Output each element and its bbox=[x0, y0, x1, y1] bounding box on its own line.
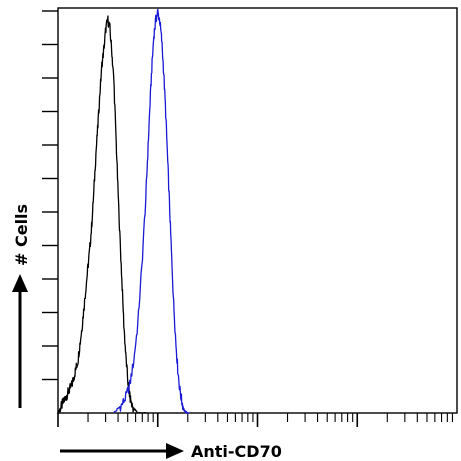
series-layer bbox=[57, 8, 190, 414]
histogram-series-1 bbox=[57, 15, 148, 414]
x-axis-label: Anti-CD70 bbox=[191, 442, 282, 461]
plot-frame bbox=[57, 7, 458, 414]
x-axis-ticks bbox=[57, 413, 453, 427]
y-axis-ticks bbox=[42, 10, 58, 381]
y-axis-arrow bbox=[12, 274, 28, 408]
x-axis-arrow bbox=[60, 443, 184, 459]
histogram-series-2 bbox=[113, 8, 190, 414]
y-axis-label: # Cells bbox=[12, 204, 31, 266]
